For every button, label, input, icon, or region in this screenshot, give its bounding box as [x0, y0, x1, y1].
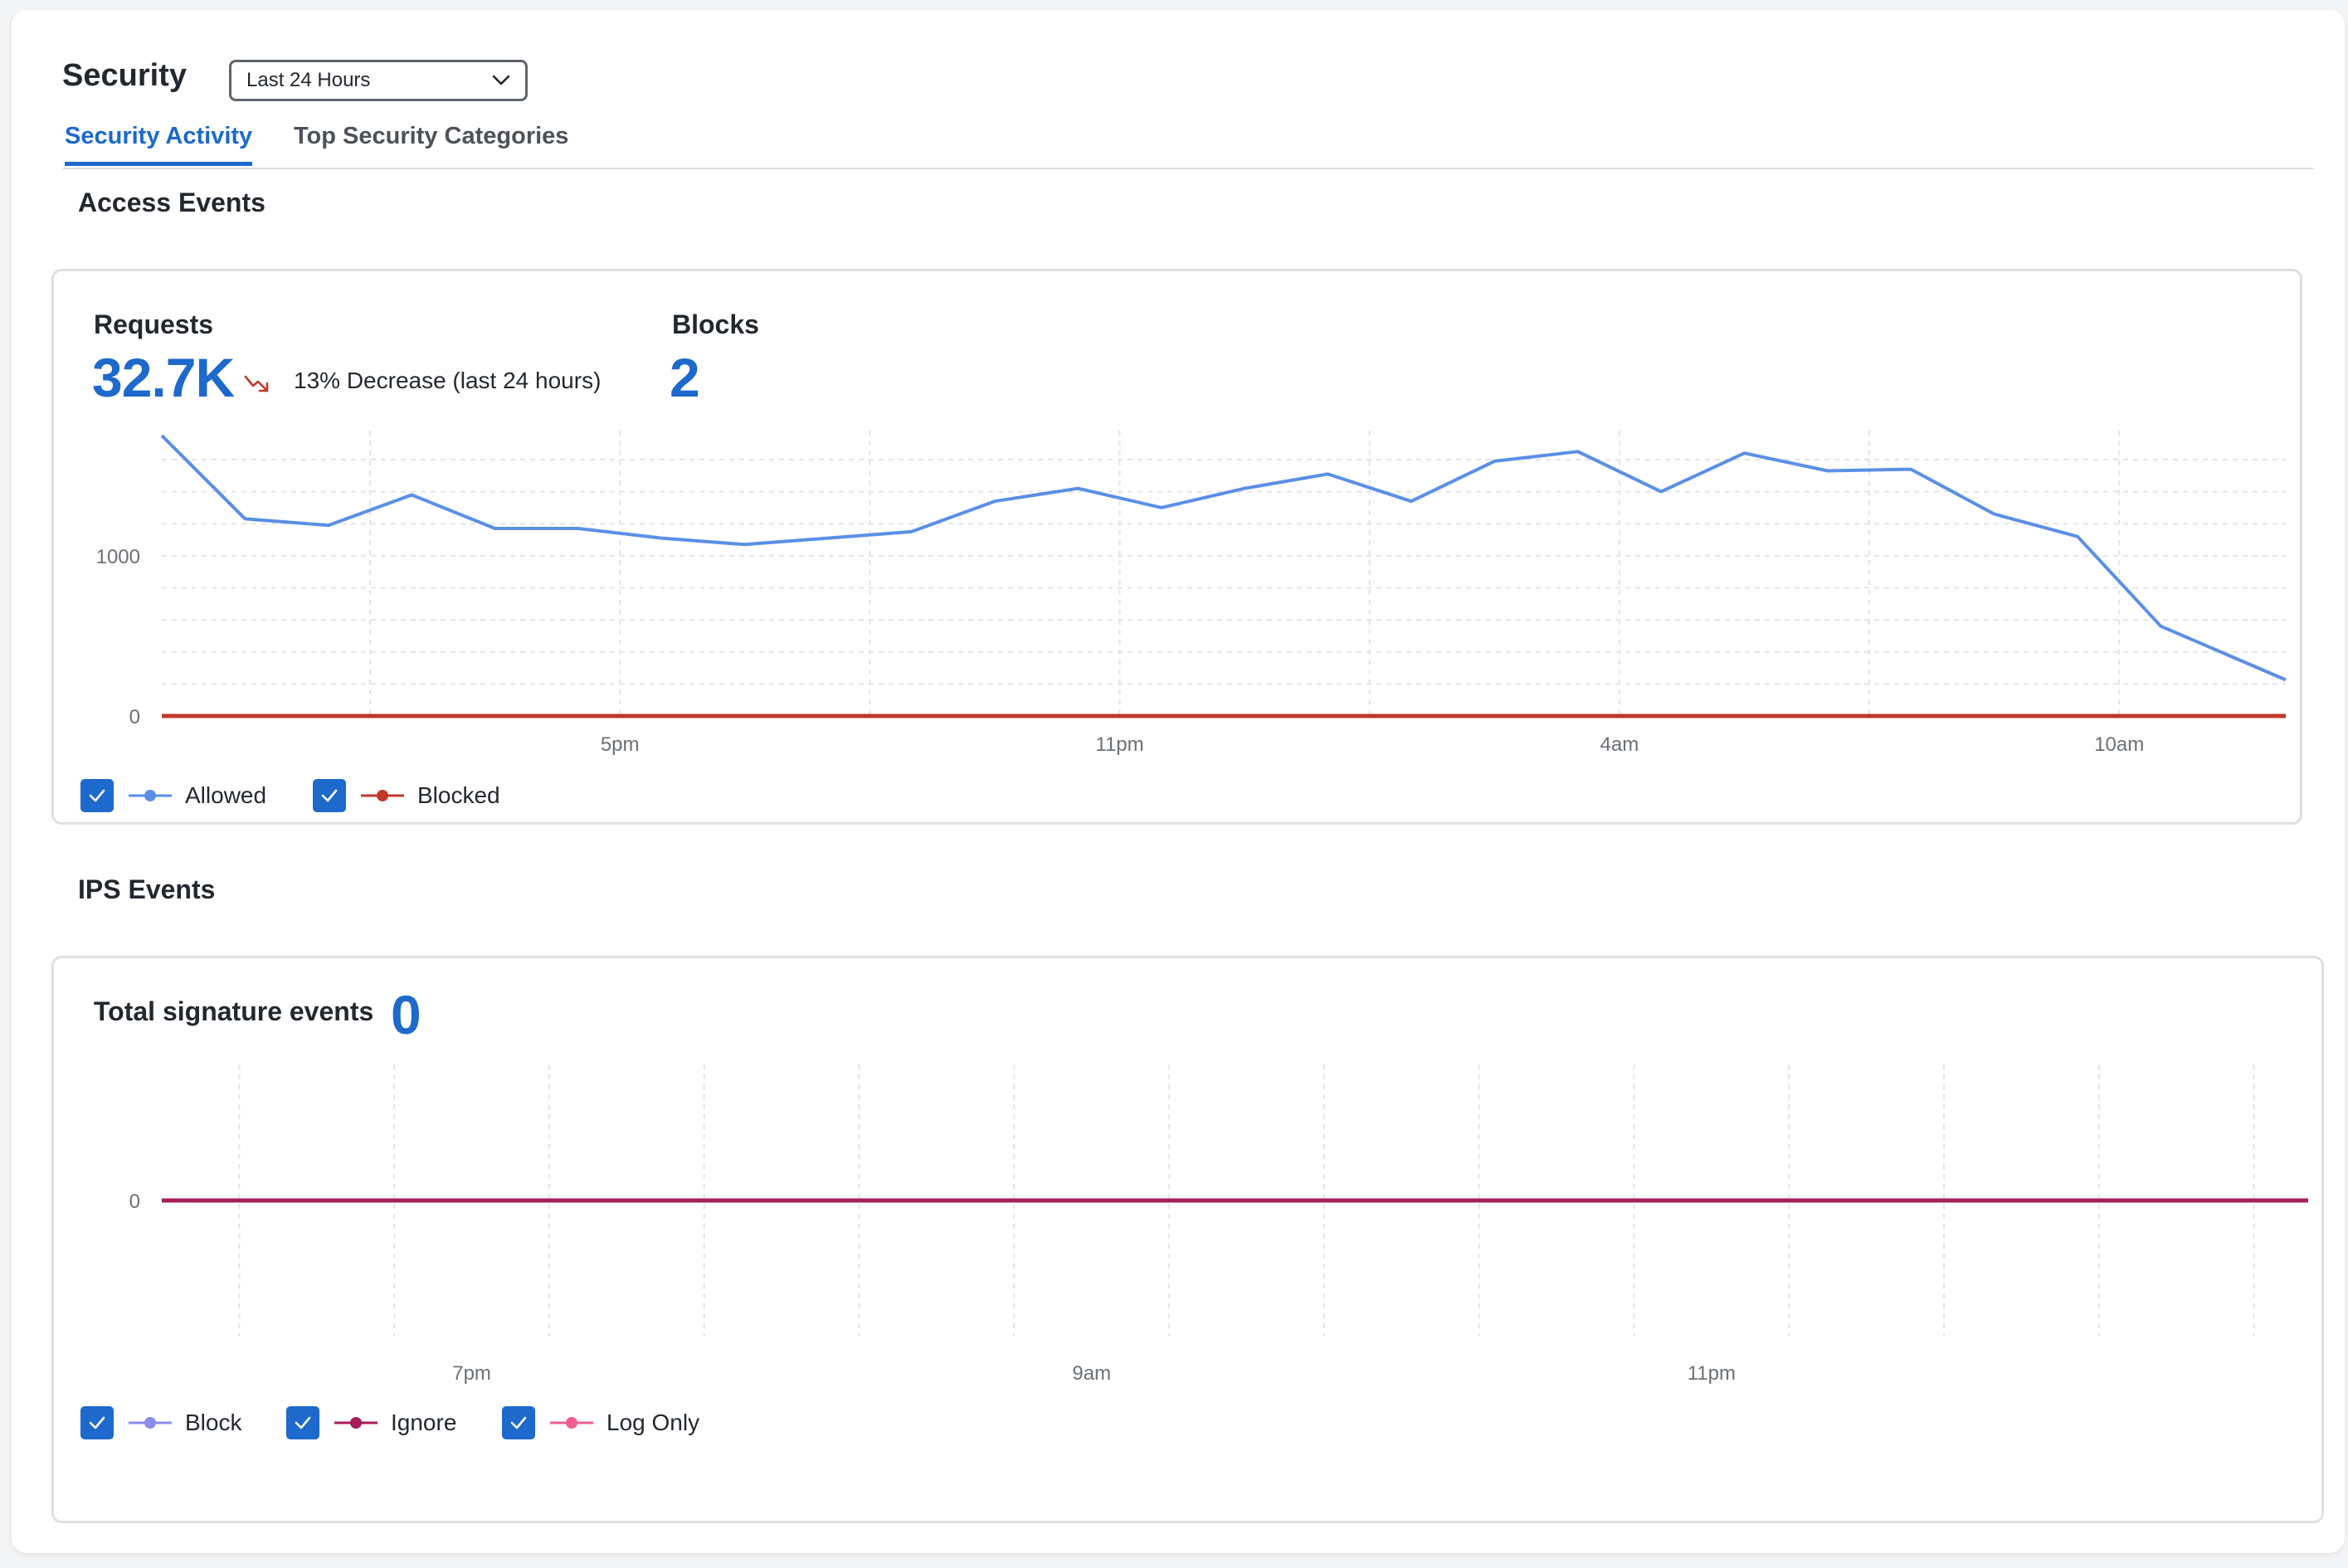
- total-signature-events-label: Total signature events: [94, 996, 374, 1026]
- checkmark-icon: [510, 1416, 527, 1429]
- legend-block: Block: [80, 1406, 241, 1439]
- log-only-line-dot-icon: [550, 1417, 593, 1429]
- y-tick-label: 0: [129, 1191, 140, 1213]
- x-tick-label: 11pm: [1688, 1362, 1736, 1385]
- checkmark-icon: [89, 1416, 105, 1429]
- ips-events-title: IPS Events: [78, 874, 216, 904]
- legend-allowed: Allowed: [80, 779, 266, 812]
- y-tick-label: 1000: [96, 546, 140, 568]
- x-tick-label: 5pm: [601, 733, 640, 756]
- blocks-value: 2: [670, 347, 700, 408]
- ignore-checkbox[interactable]: [286, 1406, 319, 1439]
- requests-trend-text: 13% Decrease (last 24 hours): [294, 368, 602, 393]
- allowed-line-dot-icon: [129, 790, 172, 801]
- y-tick-label: 0: [129, 706, 140, 728]
- checkmark-icon: [89, 789, 105, 802]
- x-tick-label: 11pm: [1095, 733, 1143, 756]
- checkmark-icon: [321, 789, 338, 802]
- legend-log-only: Log Only: [502, 1406, 699, 1439]
- tab-top-security-categories[interactable]: Top Security Categories: [294, 123, 569, 149]
- blocked-legend-label: Blocked: [417, 782, 500, 808]
- tab-bar: Security Activity Top Security Categorie…: [63, 116, 2314, 169]
- time-range-value: Last 24 Hours: [246, 69, 371, 91]
- checkmark-icon: [295, 1416, 311, 1429]
- trend-down-icon: [244, 375, 269, 392]
- chevron-down-icon: [492, 75, 510, 85]
- log-only-legend-label: Log Only: [606, 1410, 700, 1435]
- blocked-line-dot-icon: [361, 790, 404, 801]
- allowed-checkbox[interactable]: [80, 779, 114, 812]
- ips-events-panel: Total signature events 0 0 7pm 9am 11pm Blo…: [51, 956, 2324, 1523]
- security-card: Security Last 24 Hours Security Activity…: [12, 10, 2345, 1553]
- allowed-legend-label: Allowed: [185, 782, 267, 808]
- ignore-line-dot-icon: [334, 1417, 378, 1429]
- requests-label: Requests: [94, 309, 214, 339]
- blocks-label: Blocks: [672, 309, 759, 339]
- legend-blocked: Blocked: [313, 779, 500, 812]
- requests-value: 32.7K: [92, 347, 235, 408]
- total-signature-events-value: 0: [391, 984, 421, 1045]
- x-tick-label: 4am: [1600, 733, 1639, 756]
- access-events-title: Access Events: [78, 187, 265, 217]
- block-checkbox[interactable]: [80, 1406, 114, 1439]
- log-only-checkbox[interactable]: [502, 1406, 535, 1439]
- access-events-panel: Requests 32.7K 13% Decrease (last 24 hou…: [51, 269, 2302, 825]
- legend-ignore: Ignore: [286, 1406, 456, 1439]
- ips-events-chart: 0 7pm 9am 11pm: [129, 1064, 2308, 1385]
- page-title: Security: [62, 58, 187, 93]
- time-range-select[interactable]: Last 24 Hours: [229, 60, 528, 101]
- series-line-allowed: [160, 434, 2287, 682]
- x-tick-label: 10am: [2094, 733, 2144, 756]
- x-tick-label: 9am: [1072, 1362, 1111, 1385]
- block-legend-label: Block: [185, 1410, 242, 1435]
- x-tick-label: 7pm: [452, 1362, 491, 1385]
- tab-security-activity[interactable]: Security Activity: [65, 123, 253, 166]
- ignore-legend-label: Ignore: [391, 1410, 457, 1435]
- access-events-chart: 1000 0 5pm 11pm 4am 10am: [96, 431, 2287, 756]
- blocked-checkbox[interactable]: [313, 779, 346, 812]
- block-line-dot-icon: [129, 1417, 172, 1429]
